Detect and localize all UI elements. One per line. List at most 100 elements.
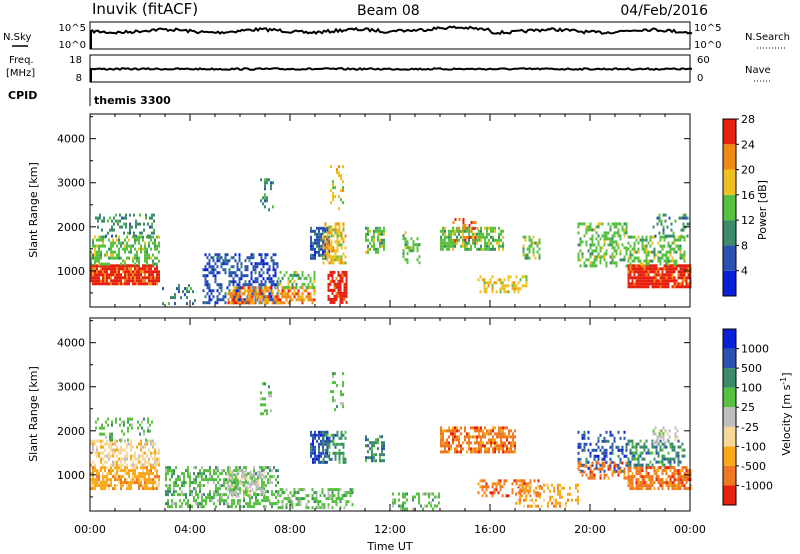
range-cell: [307, 285, 310, 289]
range-cell: [651, 250, 654, 254]
range-cell: [342, 201, 344, 205]
range-cell: [337, 488, 340, 492]
range-cell: [135, 225, 137, 229]
range-cell: [675, 238, 678, 242]
range-cell: [181, 502, 183, 506]
range-cell: [342, 240, 345, 244]
range-cell: [140, 250, 142, 254]
range-cell: [519, 489, 521, 493]
range-cell: [123, 216, 125, 220]
range-cell: [485, 281, 488, 285]
range-cell: [316, 244, 318, 248]
range-cell: [152, 442, 154, 446]
range-cell: [236, 283, 239, 287]
range-cell: [267, 481, 269, 485]
range-cell: [611, 240, 614, 244]
range-cell: [240, 277, 243, 281]
range-cell: [245, 493, 247, 497]
range-cell: [338, 228, 341, 232]
range-cell: [674, 435, 677, 439]
range-cell: [179, 499, 181, 503]
range-cell: [587, 466, 590, 470]
range-cell: [460, 235, 462, 239]
range-cell: [148, 244, 150, 248]
range-cell: [436, 504, 438, 508]
range-cell: [229, 491, 232, 495]
date-title: 04/Feb/2016: [620, 3, 708, 19]
range-cell: [539, 492, 541, 496]
range-cell: [603, 258, 606, 262]
range-cell: [265, 301, 268, 305]
range-cell: [601, 464, 604, 468]
range-cell: [533, 492, 535, 496]
range-cell: [647, 484, 650, 488]
range-cell: [488, 247, 490, 251]
range-cell: [324, 256, 326, 260]
range-cell: [611, 460, 614, 464]
range-cell: [667, 273, 670, 277]
range-cell: [486, 450, 488, 454]
range-cell: [310, 430, 312, 434]
range-cell: [454, 429, 456, 433]
range-cell: [402, 507, 404, 511]
range-cell: [241, 505, 243, 509]
range-cell: [108, 247, 110, 251]
range-cell: [150, 469, 152, 473]
range-cell: [631, 253, 634, 257]
range-cell: [269, 466, 271, 470]
range-cell: [132, 466, 134, 470]
range-cell: [132, 273, 134, 277]
range-cell: [615, 222, 618, 226]
range-cell: [116, 273, 118, 277]
range-cell: [686, 234, 689, 238]
range-cell: [202, 301, 205, 305]
range-cell: [244, 268, 247, 272]
range-cell: [485, 485, 488, 489]
range-cell: [231, 292, 234, 296]
time-tick-label: 16:00: [474, 523, 506, 536]
colorbar-tick-label: -500: [741, 460, 766, 473]
range-cell: [685, 285, 688, 289]
range-cell: [150, 466, 152, 470]
range-cell: [318, 460, 320, 464]
range-cell: [340, 393, 342, 397]
range-cell: [269, 469, 271, 473]
range-cell: [277, 491, 280, 495]
range-cell: [331, 279, 334, 283]
range-cell: [448, 238, 450, 242]
range-cell: [655, 282, 658, 286]
range-cell: [247, 298, 250, 302]
range-cell: [341, 497, 344, 501]
range-cell: [101, 432, 103, 436]
range-cell: [507, 284, 510, 288]
range-cell: [141, 420, 143, 424]
range-cell: [653, 487, 656, 491]
range-cell: [498, 426, 500, 430]
range-cell: [486, 235, 488, 239]
range-cell: [645, 247, 648, 251]
range-cell: [557, 486, 559, 490]
range-cell: [663, 267, 666, 271]
range-cell: [654, 426, 657, 430]
range-cell: [351, 503, 354, 507]
range-cell: [331, 288, 334, 292]
range-cell: [158, 244, 160, 248]
range-cell: [189, 475, 191, 479]
range-cell: [110, 484, 112, 488]
range-cell: [517, 290, 520, 294]
range-cell: [593, 473, 596, 477]
range-cell: [328, 225, 331, 229]
range-cell: [635, 481, 638, 485]
range-cell: [197, 475, 199, 479]
range-cell: [597, 439, 600, 443]
range-cell: [474, 241, 476, 245]
range-cell: [326, 238, 328, 242]
range-cell: [383, 244, 385, 248]
range-cell: [307, 500, 310, 504]
range-cell: [158, 259, 160, 263]
range-cell: [631, 445, 634, 449]
range-cell: [220, 265, 223, 269]
range-cell: [232, 277, 235, 281]
range-cell: [633, 475, 636, 479]
range-cell: [156, 267, 158, 271]
